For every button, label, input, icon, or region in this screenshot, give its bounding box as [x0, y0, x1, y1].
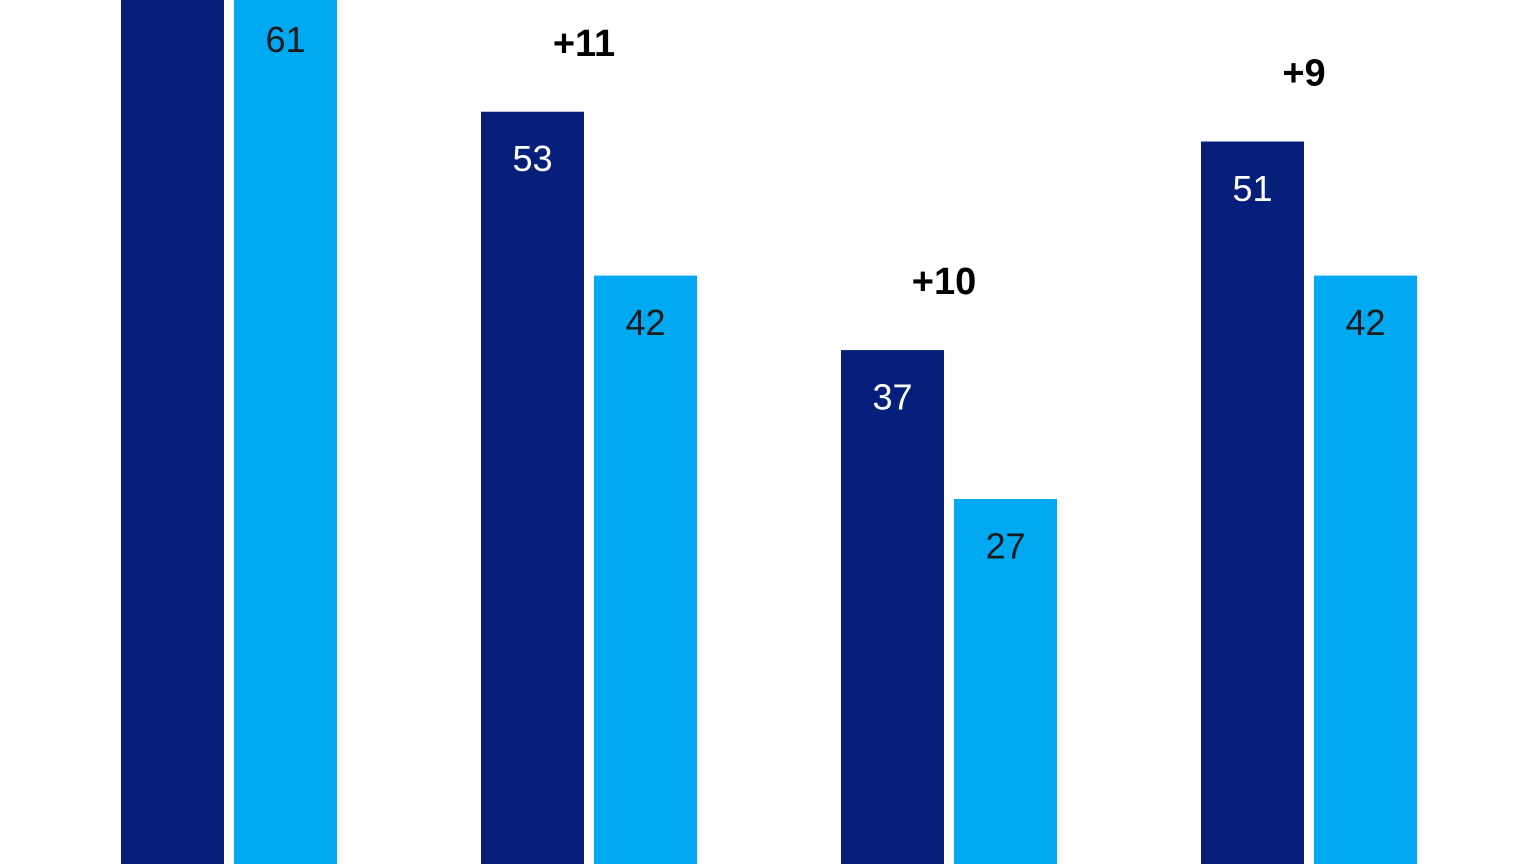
bar [841, 350, 944, 864]
value-label: 37 [872, 377, 912, 418]
value-label: 42 [1345, 302, 1385, 343]
bar [121, 0, 224, 864]
value-label: 61 [265, 19, 305, 60]
value-label: 42 [625, 302, 665, 343]
value-label: 27 [985, 526, 1025, 567]
value-label: 53 [512, 138, 552, 179]
difference-label: +10 [912, 261, 976, 303]
bar [594, 275, 697, 864]
bar [1201, 141, 1304, 864]
difference-label: +11 [553, 23, 615, 65]
bar [234, 0, 337, 864]
bar [954, 499, 1057, 864]
bar [481, 111, 584, 864]
bar [1314, 275, 1417, 864]
difference-label: +9 [1282, 53, 1325, 95]
value-label: 51 [1232, 168, 1272, 209]
